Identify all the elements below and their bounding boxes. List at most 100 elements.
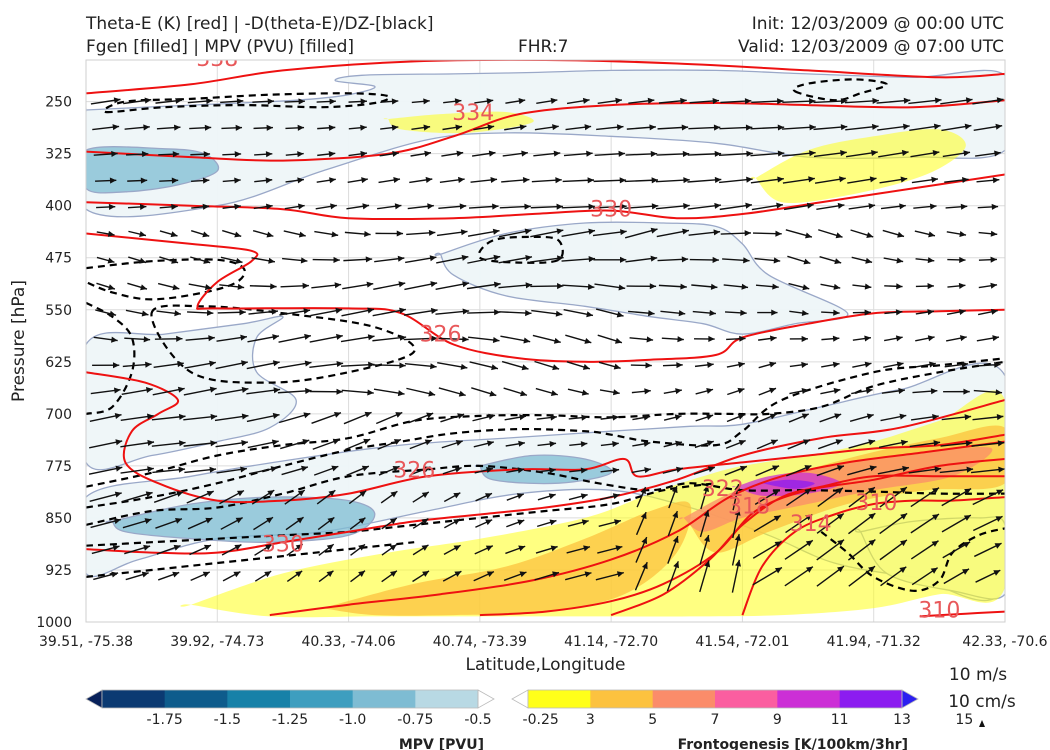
wind-vector [563,308,594,318]
wind-vector [254,151,273,158]
wind-vector [600,467,620,474]
wind-vector [821,309,840,316]
wind-vector [93,150,118,157]
wind-vector [695,388,714,395]
wind-vector [567,519,589,527]
wind-vector [157,282,180,291]
wind-vector [915,283,934,290]
wind-vector [565,124,592,131]
y-tick-label: 925 [45,563,72,579]
wind-vector [732,483,741,511]
wind-vector [318,570,334,583]
wind-vector [93,571,119,581]
wind-vector [504,414,527,421]
wind-vector [471,150,496,157]
wind-vector [944,177,969,184]
wind-vector [190,230,210,238]
wind-vector [343,411,372,425]
wind-vector [947,256,966,263]
wind-vector [694,335,715,343]
wind-vector [251,257,276,264]
wind-vector [973,515,1003,532]
wind-vector [820,283,841,290]
wind-vector [155,97,183,104]
colorbar-swatch [290,690,354,708]
wind-vector [597,545,623,554]
wind-vector [155,517,183,529]
wind-vector [282,257,308,264]
wind-vector [350,543,366,556]
wind-vector [751,98,784,105]
wind-vector [755,283,779,290]
wind-vector [440,413,465,423]
wind-vector [184,360,216,369]
wind-vector [850,229,874,238]
y-axis-label: Pressure [hPa] [9,280,29,402]
wind-vector [881,387,906,394]
wind-vector [530,228,564,238]
wind-vector [658,97,687,104]
wind-vector [219,283,245,290]
wind-vector [531,177,562,184]
wind-vector [286,543,304,557]
wind-vector [412,518,429,529]
wind-vector [562,177,595,184]
wind-vector [220,517,243,530]
wind-vector [412,491,430,503]
wind-vector [380,98,399,105]
wind-vector [381,570,398,583]
wind-vector [409,439,433,450]
wind-vector [190,151,211,158]
wind-vector [442,466,462,475]
wind-vector [404,363,437,370]
wind-vector [187,309,214,316]
wind-vector [752,230,782,237]
wind-vector [626,124,656,131]
wind-vector [725,439,746,449]
wind-vector [593,256,627,263]
wind-vector [120,413,154,422]
wind-vector [758,387,777,396]
wind-vector [214,386,249,396]
wind-vector [317,124,336,131]
wind-vector [628,97,655,104]
wind-vector [88,465,123,475]
wind-vector [284,98,305,105]
colorbar-swatch [102,690,166,708]
wind-vector [254,543,273,556]
wind-vector [438,387,466,397]
wind-vector [312,256,340,264]
wind-vector [915,309,935,316]
wind-vector [121,387,153,396]
wind-vector [151,413,186,421]
wind-vector [940,440,973,447]
wind-vector [973,123,1003,131]
wind-vector [634,561,648,591]
wind-vector [939,466,974,474]
wind-vector [718,150,753,157]
wind-vector [154,335,183,342]
wind-vector [254,570,272,582]
ddz-contour [86,258,246,301]
wind-vector [406,229,436,236]
wind-vector [466,281,501,290]
wind-vector [754,257,781,264]
wind-vector [409,176,433,184]
wind-vector [315,203,337,210]
wind-vector [688,229,721,236]
wind-vector [941,414,972,421]
wind-vector [342,281,374,290]
wind-vector [439,176,465,184]
wind-vector [781,124,816,131]
wind-reference-label-1: 10 m/s [949,665,1007,685]
wind-vector [379,150,400,157]
wind-vector [687,176,722,183]
wind-vector [909,440,941,448]
mpv-filled-region [434,221,849,335]
wind-vector [373,388,405,397]
wind-vector [567,388,589,396]
colorbar-tick-label: -1.75 [147,712,183,728]
wind-vector [344,230,371,238]
wind-vector [752,540,782,559]
theta-e-label: 338 [196,47,238,72]
